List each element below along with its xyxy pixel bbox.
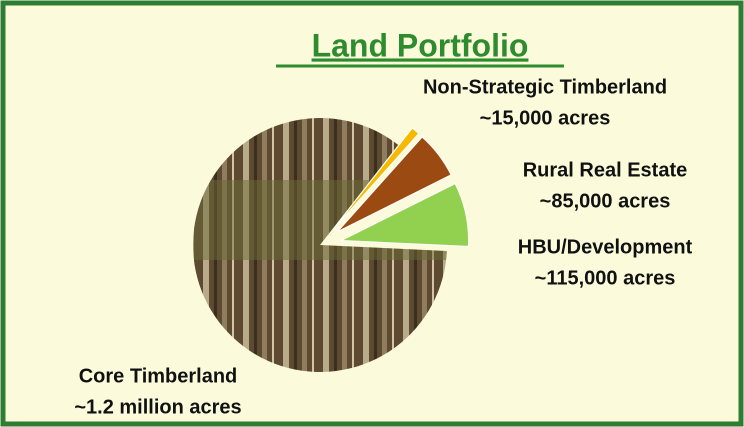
pie-slice — [337, 136, 452, 233]
slice-label: HBU/Development — [518, 236, 693, 258]
slice-label: Non-Strategic Timberland — [423, 76, 667, 98]
pie-slice — [333, 127, 420, 229]
value-label: ~115,000 acres — [535, 267, 676, 289]
pie-slice — [193, 118, 447, 373]
pie-slice — [339, 182, 469, 247]
value-label: ~15,000 acres — [480, 107, 611, 129]
value-label: ~85,000 acres — [540, 190, 671, 212]
slice-label: Core Timberland — [79, 365, 238, 387]
slice-label: Rural Real Estate — [523, 159, 688, 181]
chart-title: Land Portfolio — [312, 27, 529, 63]
value-label: ~1.2 million acres — [74, 396, 241, 418]
